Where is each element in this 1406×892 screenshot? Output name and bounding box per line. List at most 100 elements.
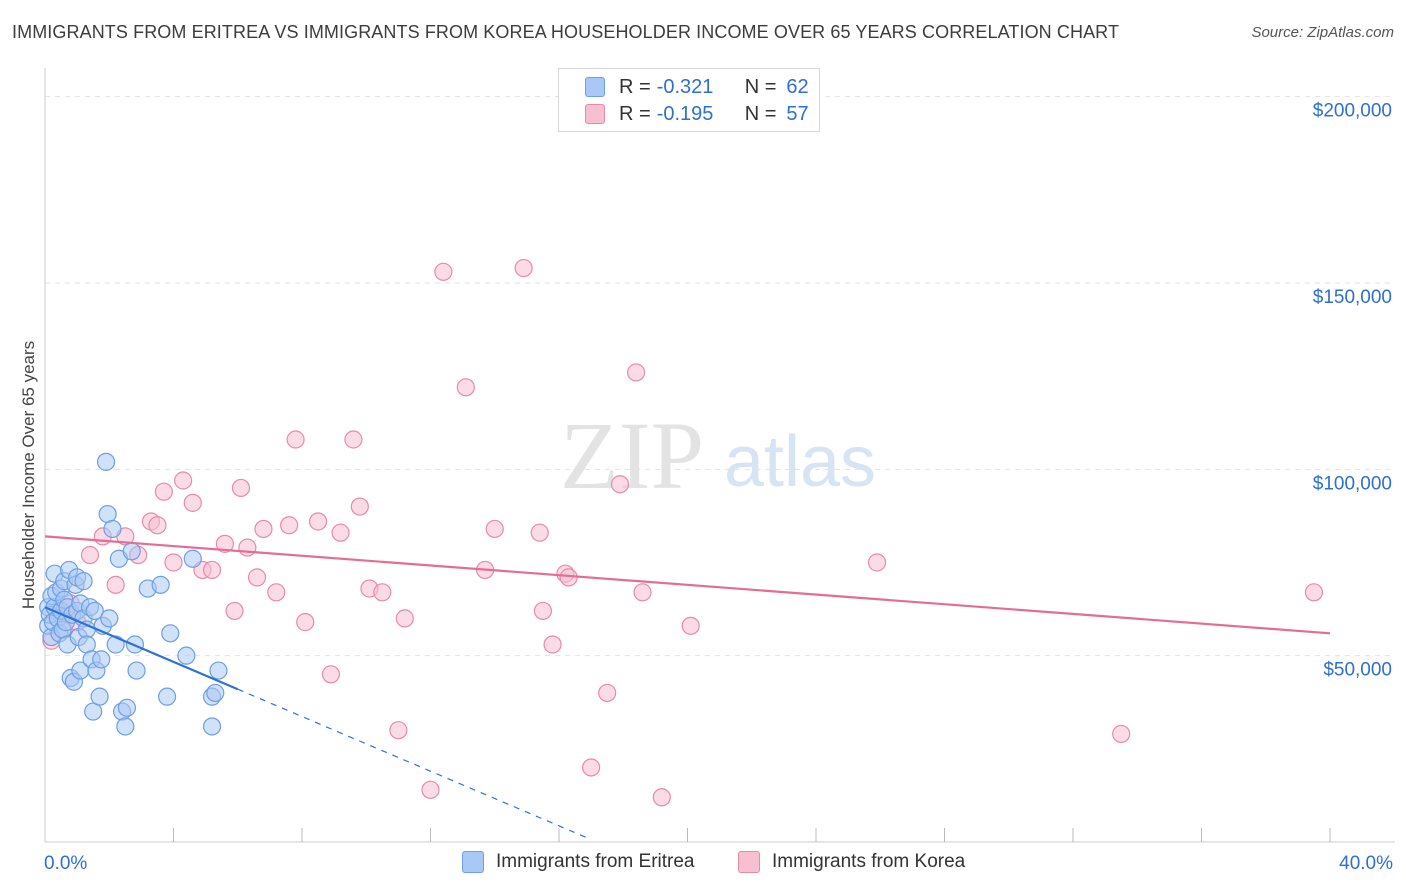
series-legend: Immigrants from Eritrea Immigrants from … [0, 851, 1406, 877]
point-korea [598, 683, 617, 703]
legend-swatch-korea [738, 851, 760, 873]
legend-label-korea: Immigrants from Korea [772, 851, 966, 872]
point-korea [286, 430, 305, 449]
point-korea [148, 516, 167, 535]
point-korea [238, 538, 257, 557]
point-eritrea [116, 717, 135, 736]
legend-r-label: R = [619, 102, 651, 125]
point-korea [267, 583, 286, 602]
legend-r-value-eritrea: -0.321 [656, 75, 714, 98]
y-tick-label: $150,000 [1313, 287, 1392, 308]
point-korea [610, 475, 630, 494]
trend-line-eritrea-extrapolated [237, 688, 592, 841]
point-korea [106, 575, 125, 594]
point-korea [344, 430, 363, 449]
point-korea [633, 583, 652, 602]
legend-r-label: R = [619, 75, 651, 98]
point-korea [533, 601, 553, 621]
point-korea [582, 758, 601, 777]
point-eritrea [206, 683, 225, 703]
x-tick-label-max: 40.0% [1339, 853, 1393, 874]
watermark-zip: ZIP [560, 402, 704, 509]
source-label: Source: ZipAtlas.com [1251, 24, 1394, 41]
point-korea [154, 482, 173, 501]
point-korea [485, 519, 504, 539]
point-korea [652, 788, 671, 807]
trend-line-eritrea [44, 606, 239, 691]
point-korea [321, 665, 341, 684]
point-korea [456, 378, 475, 397]
point-eritrea [157, 687, 177, 706]
point-korea [331, 523, 350, 542]
point-eritrea [74, 572, 93, 591]
point-eritrea [103, 519, 122, 539]
point-eritrea [202, 717, 222, 736]
point-korea [164, 553, 183, 572]
legend-label-eritrea: Immigrants from Eritrea [496, 851, 695, 872]
point-korea [434, 262, 453, 281]
point-eritrea [117, 698, 137, 717]
point-korea [421, 780, 440, 799]
point-eritrea [151, 575, 170, 594]
point-korea [530, 523, 549, 542]
point-korea [389, 721, 408, 740]
point-korea [373, 583, 392, 602]
x-tick-label-min: 0.0% [44, 853, 87, 874]
point-korea [215, 534, 234, 553]
y-tick-label: $50,000 [1323, 660, 1392, 681]
series-korea [42, 258, 1324, 807]
watermark: ZIP atlas [560, 402, 876, 509]
legend-n-value-korea: 57 [786, 102, 809, 125]
grid-lines [45, 96, 1395, 657]
legend-swatch-korea [585, 104, 605, 124]
point-eritrea [127, 661, 146, 680]
point-eritrea [122, 542, 141, 561]
x-tick-labels: 0.0% 40.0% [44, 853, 1393, 874]
point-korea [247, 568, 267, 587]
legend-item-korea[interactable]: Immigrants from Korea [738, 851, 965, 873]
point-eritrea [209, 661, 228, 680]
point-korea [514, 258, 533, 278]
y-tick-labels: $50,000 $100,000 $150,000 $200,000 [1313, 101, 1392, 681]
point-korea [174, 471, 193, 490]
point-korea [1112, 724, 1131, 744]
legend-n-value-eritrea: 62 [786, 75, 809, 98]
y-tick-label: $100,000 [1313, 473, 1392, 494]
point-korea [183, 493, 202, 512]
legend-item-eritrea[interactable]: Immigrants from Eritrea [462, 851, 694, 873]
point-eritrea [85, 601, 104, 621]
legend-n-label: N = [744, 102, 777, 125]
point-korea [350, 497, 369, 516]
point-korea [231, 478, 251, 498]
trend-lines [44, 535, 1331, 841]
point-korea [80, 545, 100, 565]
point-korea [395, 609, 414, 628]
legend-row-korea: R = -0.195 N = 57 [585, 101, 809, 127]
y-tick-label: $200,000 [1313, 101, 1392, 122]
point-korea [254, 519, 273, 539]
point-korea [543, 635, 562, 654]
point-eritrea [183, 549, 202, 568]
point-eritrea [106, 635, 125, 654]
point-korea [280, 516, 299, 535]
legend-swatch-eritrea [585, 77, 605, 97]
legend-r-value-korea: -0.195 [656, 102, 714, 125]
point-eritrea [161, 624, 180, 643]
watermark-atlas: atlas [724, 422, 876, 502]
point-korea [202, 560, 222, 580]
legend-n-label: N = [744, 75, 777, 98]
point-eritrea [177, 646, 196, 665]
point-korea [308, 512, 328, 531]
point-eritrea [92, 650, 111, 669]
point-korea [296, 613, 315, 632]
point-eritrea [100, 609, 119, 628]
point-korea [681, 616, 700, 635]
point-korea [225, 601, 244, 621]
correlation-legend: R = -0.321 N = 62 R = -0.195 N = 57 [558, 68, 820, 132]
y-axis-label: Householder Income Over 65 years [19, 340, 38, 610]
legend-swatch-eritrea [462, 851, 484, 873]
trend-line-korea [44, 535, 1331, 635]
point-korea [1304, 583, 1324, 602]
point-eritrea [96, 452, 116, 471]
